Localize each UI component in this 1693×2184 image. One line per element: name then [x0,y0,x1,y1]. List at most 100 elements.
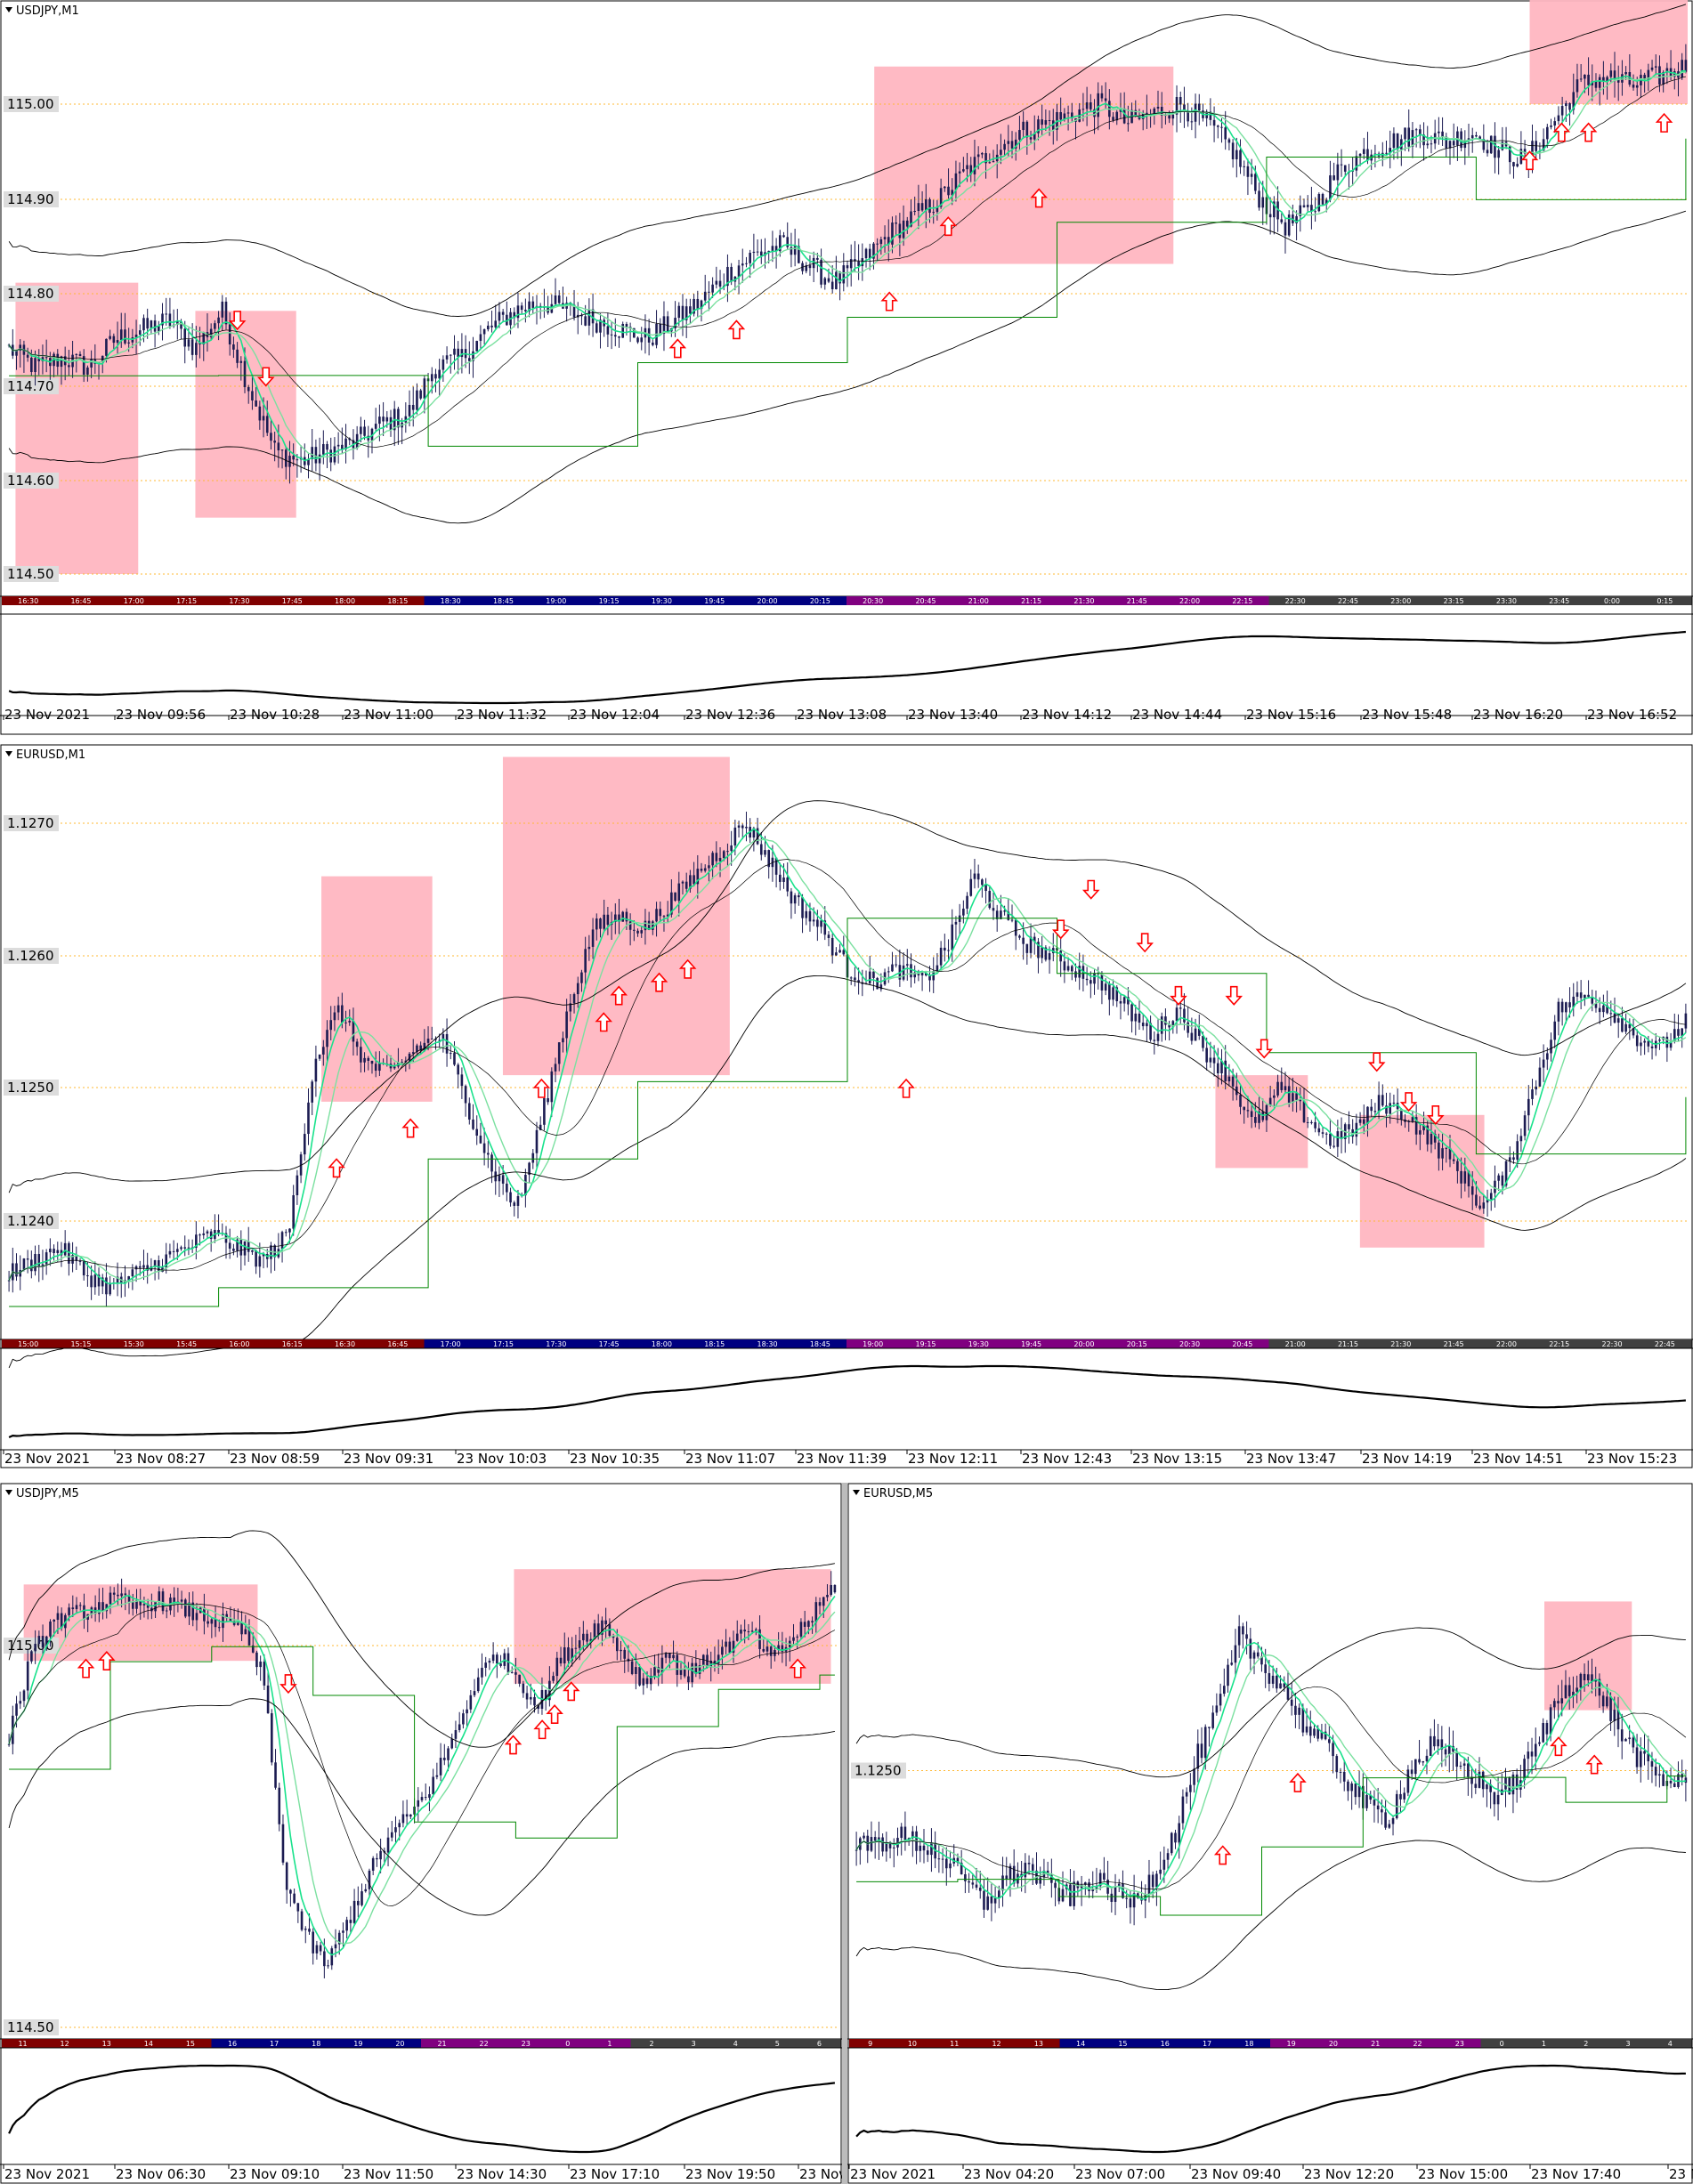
chart-title[interactable]: USDJPY,M1 [5,4,79,18]
candle-body [1178,1823,1181,1843]
session-label: 21:45 [1444,1340,1464,1348]
session-segment [265,596,320,605]
candle-body [82,356,85,375]
candle-body [341,1005,344,1023]
candle-body [315,1945,319,1953]
time-label: 23 Nov 10:35 [570,1451,660,1467]
candle-body [1320,1731,1324,1739]
candle-body [56,1613,60,1621]
candle-body [878,1837,880,1841]
candle-body [944,1858,948,1869]
session-label: 19:00 [546,597,566,605]
chart-title[interactable]: USDJPY,M5 [5,1487,79,1500]
candle-body [190,339,194,355]
candle-body [232,344,235,350]
slow-ma-line [8,1599,836,1945]
panel-usdjpy_m1: USDJPY,M1115.00114.90114.80114.70114.601… [0,0,1693,735]
candle-body [124,1593,127,1596]
candle-body [531,301,535,308]
candle-body [1041,119,1043,125]
candle-body [1576,1687,1578,1692]
candle-body [247,1241,250,1252]
candle-body [1534,1743,1537,1757]
candle-body [1486,1199,1489,1203]
candle-body [1613,1013,1616,1023]
candle-body [1391,1818,1395,1824]
candle-body [1527,1098,1530,1116]
candle-body [1654,66,1657,68]
candle-body [925,198,928,211]
candle-body [1430,143,1433,145]
candle-body [984,153,987,164]
candle-body [432,1776,434,1795]
candle-body [1314,1121,1316,1128]
candle-body [1519,1136,1523,1142]
candle-body [750,1630,754,1632]
candle-body [172,1250,175,1252]
candle-body [1553,1021,1557,1040]
candle-body [1635,1035,1639,1047]
candle-body [670,892,673,915]
candle-body [484,1662,487,1668]
candle-body [1527,1751,1530,1759]
candle-body [827,278,830,282]
candle-body [1512,1157,1515,1161]
price-label-box [4,473,59,489]
candle-body [1501,1175,1504,1186]
candle-body [499,1663,502,1666]
candle-body [330,1948,334,1966]
candle-body [728,1641,732,1654]
dropdown-icon[interactable] [5,7,12,12]
candle-body [1295,1093,1298,1100]
candle-body [195,343,198,355]
session-label: 16:45 [70,597,91,605]
candle-body [715,280,718,285]
candle-body [1324,1133,1328,1135]
candle-body [134,1266,138,1270]
candle-body [105,1277,108,1295]
candle-body [936,206,939,213]
candle-body [584,949,587,973]
candle-body [679,1670,683,1675]
candle-body [1414,129,1418,131]
candle-body [587,946,591,950]
candle-body [262,416,265,421]
candle-body [1669,1041,1673,1048]
candle-body [355,433,359,449]
dropdown-icon[interactable] [853,1490,860,1495]
chart-title[interactable]: EURUSD,M1 [5,748,85,762]
session-segment [793,1339,847,1348]
candle-body [1362,1119,1365,1124]
candle-body [83,1605,85,1620]
candle-body [1220,1060,1223,1074]
candle-body [1542,1059,1545,1068]
dropdown-icon[interactable] [5,751,12,756]
candle-body [572,994,576,1004]
session-label: 20:15 [1127,1340,1147,1348]
chart-title[interactable]: EURUSD,M5 [853,1487,933,1500]
candle-body [722,851,725,858]
candle-body [854,259,856,262]
panel-splitter[interactable] [842,1483,847,2184]
candle-body [19,344,22,352]
candle-body [525,1693,529,1700]
session-label: 13 [102,2040,111,2048]
candle-body [1317,1128,1321,1133]
candle-body [326,443,328,450]
candle-body [565,1011,568,1039]
candle-body [926,1850,929,1856]
candle-body [518,1674,521,1684]
candle-body [1209,111,1212,120]
candle-body [232,1621,236,1625]
candle-body [726,266,729,287]
candle-body [453,348,456,355]
candle-body [300,1911,304,1930]
candle-body [207,1621,209,1624]
session-segment [933,2039,976,2048]
session-segment [336,2039,380,2048]
session-segment [1427,596,1481,605]
session-segment [1162,596,1217,605]
candle-body [1452,141,1455,146]
candle-body [798,246,800,263]
dropdown-icon[interactable] [5,1490,12,1495]
